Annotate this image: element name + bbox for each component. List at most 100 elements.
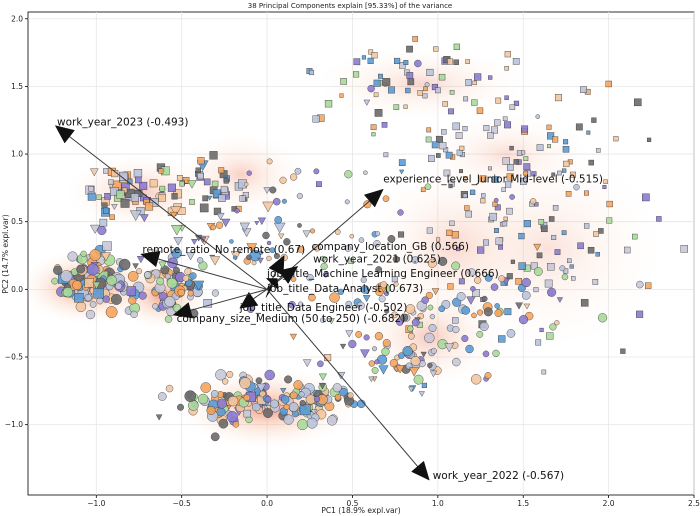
loading-vector-line	[190, 288, 268, 311]
scatter-point	[89, 301, 97, 308]
scatter-point	[405, 87, 411, 94]
scatter-point	[463, 176, 468, 181]
scatter-point	[90, 224, 101, 234]
scatter-point	[463, 96, 469, 102]
loading-vector-line	[69, 136, 268, 290]
scatter-point	[348, 339, 357, 349]
scatter-point	[130, 193, 139, 202]
scatter-point	[520, 178, 527, 185]
scatter-point	[541, 369, 547, 375]
scatter-point	[318, 382, 327, 390]
scatter-point	[441, 129, 447, 135]
scatter-point	[523, 170, 528, 176]
scatter-point	[387, 86, 395, 94]
scatter-point	[442, 101, 448, 107]
scatter-point	[299, 399, 306, 406]
scatter-point	[472, 289, 480, 297]
scatter-point	[474, 276, 482, 284]
scatter-point	[483, 307, 493, 317]
scatter-point	[456, 246, 461, 252]
scatter-point	[402, 346, 413, 357]
scatter-point	[595, 252, 600, 257]
scatter-point	[448, 184, 453, 189]
scatter-point	[491, 126, 498, 134]
scatter-point	[158, 292, 168, 301]
scatter-point	[424, 82, 430, 88]
scatter-point	[75, 301, 87, 313]
scatter-point	[494, 204, 501, 211]
scatter-point	[470, 286, 476, 292]
scatter-point	[571, 276, 576, 281]
scatter-point	[461, 335, 469, 342]
scatter-point	[421, 382, 427, 389]
scatter-point	[551, 235, 557, 240]
scatter-point	[298, 391, 305, 398]
scatter-point	[456, 149, 463, 156]
scatter-point	[345, 330, 354, 338]
scatter-point	[504, 181, 512, 188]
scatter-point	[563, 160, 570, 168]
scatter-point	[484, 273, 493, 282]
scatter-point	[406, 72, 414, 79]
scatter-point	[540, 225, 548, 233]
scatter-point	[136, 268, 143, 275]
scatter-point	[109, 214, 115, 220]
scatter-point	[498, 335, 506, 343]
scatter-point	[523, 163, 531, 171]
scatter-point	[584, 190, 589, 196]
scatter-point	[482, 239, 489, 246]
scatter-point	[344, 199, 350, 205]
scatter-point	[116, 190, 125, 199]
scatter-point	[128, 296, 137, 305]
scatter-point	[308, 293, 316, 302]
scatter-point	[523, 303, 531, 310]
scatter-point	[455, 132, 463, 139]
loading-vector-label: company_size_Medium (50 to 250) (-0.682)	[177, 313, 406, 325]
scatter-point	[171, 248, 182, 259]
scatter-point	[506, 207, 513, 215]
scatter-point	[605, 80, 612, 88]
scatter-point	[191, 239, 198, 245]
scatter-point	[72, 280, 83, 291]
scatter-point	[397, 231, 405, 238]
scatter-point	[518, 315, 529, 325]
scatter-point	[197, 172, 204, 180]
scatter-point	[173, 237, 184, 246]
scatter-point	[515, 302, 523, 310]
scatter-point	[368, 376, 375, 383]
scatter-point	[399, 62, 406, 69]
scatter-point	[139, 214, 149, 223]
scatter-point	[158, 168, 164, 174]
scatter-point	[492, 349, 500, 358]
scatter-point	[656, 216, 662, 222]
scatter-point	[322, 271, 329, 278]
scatter-point	[546, 124, 552, 130]
scatter-point	[546, 332, 554, 340]
scatter-point	[577, 242, 584, 250]
scatter-point	[375, 231, 381, 237]
scatter-point	[227, 395, 239, 407]
loading-vector-arrowhead	[265, 282, 272, 298]
scatter-point	[588, 159, 594, 166]
scatter-point	[513, 159, 519, 165]
scatter-point	[355, 331, 363, 338]
scatter-point	[197, 157, 205, 165]
scatter-point	[339, 387, 348, 397]
scatter-point	[469, 189, 476, 196]
scatter-point	[504, 95, 509, 100]
scatter-point	[429, 370, 438, 378]
scatter-point	[334, 229, 341, 235]
scatter-point	[143, 271, 152, 279]
scatter-point	[533, 243, 542, 251]
scatter-point	[413, 374, 424, 385]
scatter-point	[554, 320, 560, 326]
scatter-point	[498, 244, 503, 250]
scatter-point	[573, 184, 580, 191]
scatter-point	[433, 46, 439, 52]
scatter-point	[210, 390, 219, 398]
scatter-point	[360, 285, 370, 294]
scatter-point	[399, 169, 405, 175]
x-axis-label: PC1 (18.9% expl.var)	[321, 506, 400, 515]
scatter-point	[177, 403, 184, 411]
scatter-point	[554, 249, 561, 255]
